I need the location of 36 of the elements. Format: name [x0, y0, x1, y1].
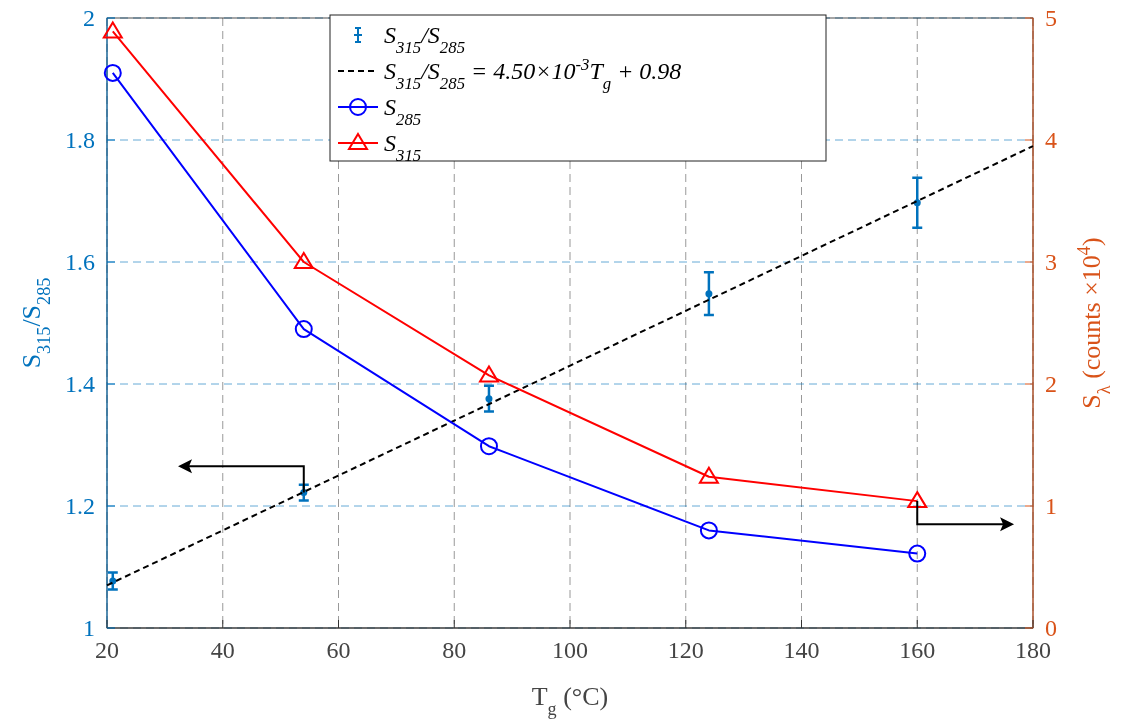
- point: [699, 521, 718, 540]
- x-tick-label: 60: [326, 637, 351, 663]
- y-tick-label: 1.8: [65, 127, 95, 153]
- x-tick-label: 40: [210, 637, 235, 663]
- point: [705, 290, 713, 298]
- y-tick-label: 1.4: [65, 371, 95, 397]
- legend-label: S$_{285}$: [384, 94, 422, 129]
- point: [294, 320, 313, 339]
- legend-label: S$_{315}$: [384, 130, 422, 165]
- x-tick-label: 120: [667, 637, 704, 663]
- point: [293, 252, 314, 269]
- point: [907, 491, 928, 509]
- x-tick-label: 100: [552, 637, 588, 663]
- x-tick-label: 80: [442, 637, 467, 663]
- point: [478, 365, 499, 383]
- x-axis-title: T$_{g}$ (°C): [531, 682, 609, 719]
- x-tick-label: 20: [95, 637, 119, 663]
- y2-tick-label: 5: [1045, 5, 1057, 31]
- point: [485, 395, 493, 403]
- point: [698, 466, 719, 484]
- x-tick-label: 140: [783, 637, 820, 663]
- y2-tick-label: 1: [1045, 493, 1057, 519]
- y-tick-label: 1.6: [65, 249, 95, 275]
- x-tick-label: 160: [899, 637, 936, 663]
- point: [103, 63, 122, 82]
- point: [908, 544, 927, 563]
- y2-tick-label: 2: [1045, 371, 1057, 397]
- y-tick-label: 1: [83, 615, 95, 641]
- legend-label: S$_{315}$/S$_{285}$: [384, 22, 466, 57]
- y2-tick-label: 3: [1045, 249, 1057, 275]
- y-tick-label: 2: [83, 5, 95, 31]
- text: S$_{315}$/S$_{285}$ = 4.50×10$^{-3}$T$_{g}$ + 0.98: [384, 54, 682, 93]
- y2-tick-label: 4: [1045, 127, 1057, 153]
- y-tick-label: 1.2: [65, 493, 95, 519]
- point: [479, 437, 498, 456]
- point: [102, 21, 123, 39]
